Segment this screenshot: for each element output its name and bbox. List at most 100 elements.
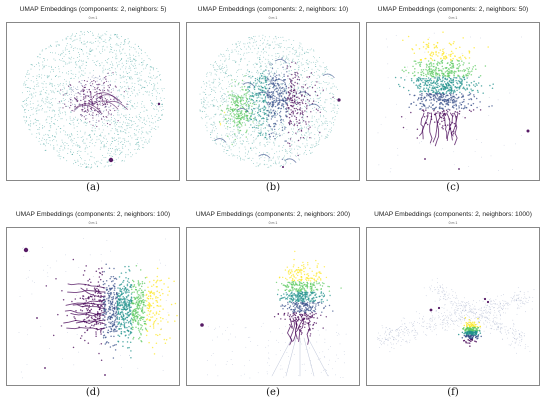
scatter-strand [242,82,255,87]
scatter-point [32,123,34,125]
scatter-point [432,63,435,65]
scatter-point [240,159,242,161]
scatter-point [42,88,44,90]
scatter-point [91,156,93,158]
scatter-point [163,97,165,99]
scatter-point [117,134,119,135]
scatter-point [109,36,111,38]
scatter-point [248,71,250,73]
scatter-point [234,60,236,62]
scatter-point [114,85,116,87]
scatter-point [308,121,310,123]
scatter-point [143,119,145,121]
scatter-point [100,53,102,55]
scatter-point [273,156,275,158]
scatter-point [298,159,300,161]
scatter-point [294,104,296,106]
scatter-point [255,107,257,109]
scatter-point [109,144,111,146]
scatter-point [325,89,327,91]
scatter-point [74,66,76,68]
scatter-point [318,57,320,58]
scatter-point [325,118,327,119]
scatter-point [248,46,250,48]
plot-area [6,22,180,181]
scatter-point [463,62,465,64]
scatter-point [447,82,449,85]
scatter-point [472,109,475,111]
scatter-point [306,59,308,61]
scatter-point [224,60,226,62]
scatter-point [311,146,313,148]
scatter-point [246,138,248,140]
scatter-point [67,84,69,86]
scatter-point [53,110,55,111]
scatter-point [275,44,277,46]
scatter-point [216,106,218,107]
scatter-point [278,52,280,54]
scatter-point [76,38,78,40]
scatter-point [238,115,240,118]
scatter-point [298,88,299,90]
scatter-point [141,64,143,66]
scatter-point [233,93,235,95]
scatter-point [241,110,243,112]
scatter-point [46,75,48,77]
scatter-point [58,155,60,157]
scatter-point [459,77,461,80]
scatter-point [70,138,72,140]
scatter-point [248,83,250,85]
scatter-point [236,137,238,139]
scatter-point [444,96,447,98]
scatter-point [226,99,227,101]
scatter-point [28,73,30,75]
scatter-point [119,51,121,53]
scatter-point [225,50,227,52]
scatter-point [285,87,287,89]
scatter-point [262,122,264,125]
scatter-point [35,121,37,123]
scatter-point [279,114,281,117]
scatter-point [444,86,446,88]
scatter-point [81,115,83,117]
scatter-point [281,103,283,105]
scatter-point [254,35,256,37]
scatter-point [449,101,451,103]
scatter-point [206,82,208,84]
scatter-point [297,58,299,60]
scatter-point [136,93,138,95]
scatter-point [433,109,435,112]
scatter-point [257,80,259,82]
scatter-point [71,56,72,58]
scatter-point [77,92,79,94]
scatter-point [141,70,143,72]
scatter-point [269,63,271,65]
scatter-point [266,81,268,83]
scatter-point [297,75,299,76]
scatter-point [138,77,140,79]
scatter-point [235,61,237,63]
scatter-point [92,117,94,119]
scatter-point [326,136,328,138]
scatter-point [247,140,249,142]
scatter-point [124,132,126,134]
scatter-point [254,62,256,64]
scatter-point [288,60,290,62]
scatter-point [332,93,334,95]
scatter-point [289,99,292,101]
scatter-point [88,166,90,168]
scatter-point [110,98,112,100]
scatter-point [124,140,126,142]
scatter-point [311,48,312,50]
scatter-point [102,129,104,131]
scatter-point [239,90,241,92]
scatter-point [257,101,259,103]
scatter-point [268,125,271,127]
scatter-point [72,153,74,155]
scatter-point [314,90,316,93]
scatter-point [279,101,281,103]
scatter-point [332,109,334,111]
scatter-point [123,95,125,97]
scatter-point [150,100,152,101]
scatter-point [489,84,491,87]
